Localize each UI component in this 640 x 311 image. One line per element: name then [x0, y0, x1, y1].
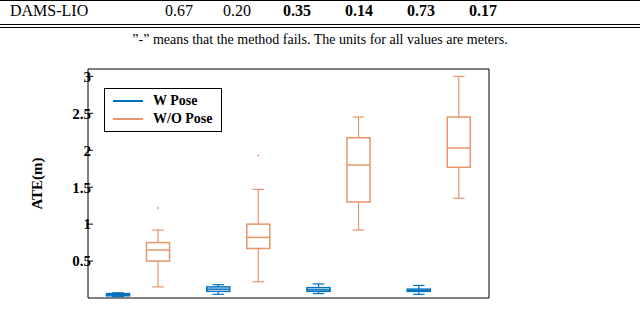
html-text:DAMS-LIO: DAMS-LIO [10, 2, 89, 19]
html-text:0.20: 0.20 [223, 2, 251, 19]
svg-text:ATE(m): ATE(m) [29, 157, 46, 209]
html-text:0.67: 0.67 [165, 2, 193, 19]
svg-text:1: 1 [84, 216, 92, 232]
html-text:0.14: 0.14 [345, 2, 373, 19]
html-text:0.73: 0.73 [407, 2, 435, 19]
html-text:0.35: 0.35 [283, 2, 311, 19]
html-text:0.17: 0.17 [469, 2, 497, 19]
svg-text:1.5: 1.5 [72, 180, 91, 196]
html-text:W/O Pose: W/O Pose [153, 111, 213, 126]
html-text:”-” means that the method fail: ”-” means that the method fails. The uni… [132, 32, 508, 47]
svg-text:0.5: 0.5 [72, 253, 91, 269]
svg-text:2.5: 2.5 [72, 106, 91, 122]
svg-text:3: 3 [84, 69, 92, 85]
html-text:W Pose: W Pose [153, 93, 198, 108]
svg-text:2: 2 [84, 143, 92, 159]
